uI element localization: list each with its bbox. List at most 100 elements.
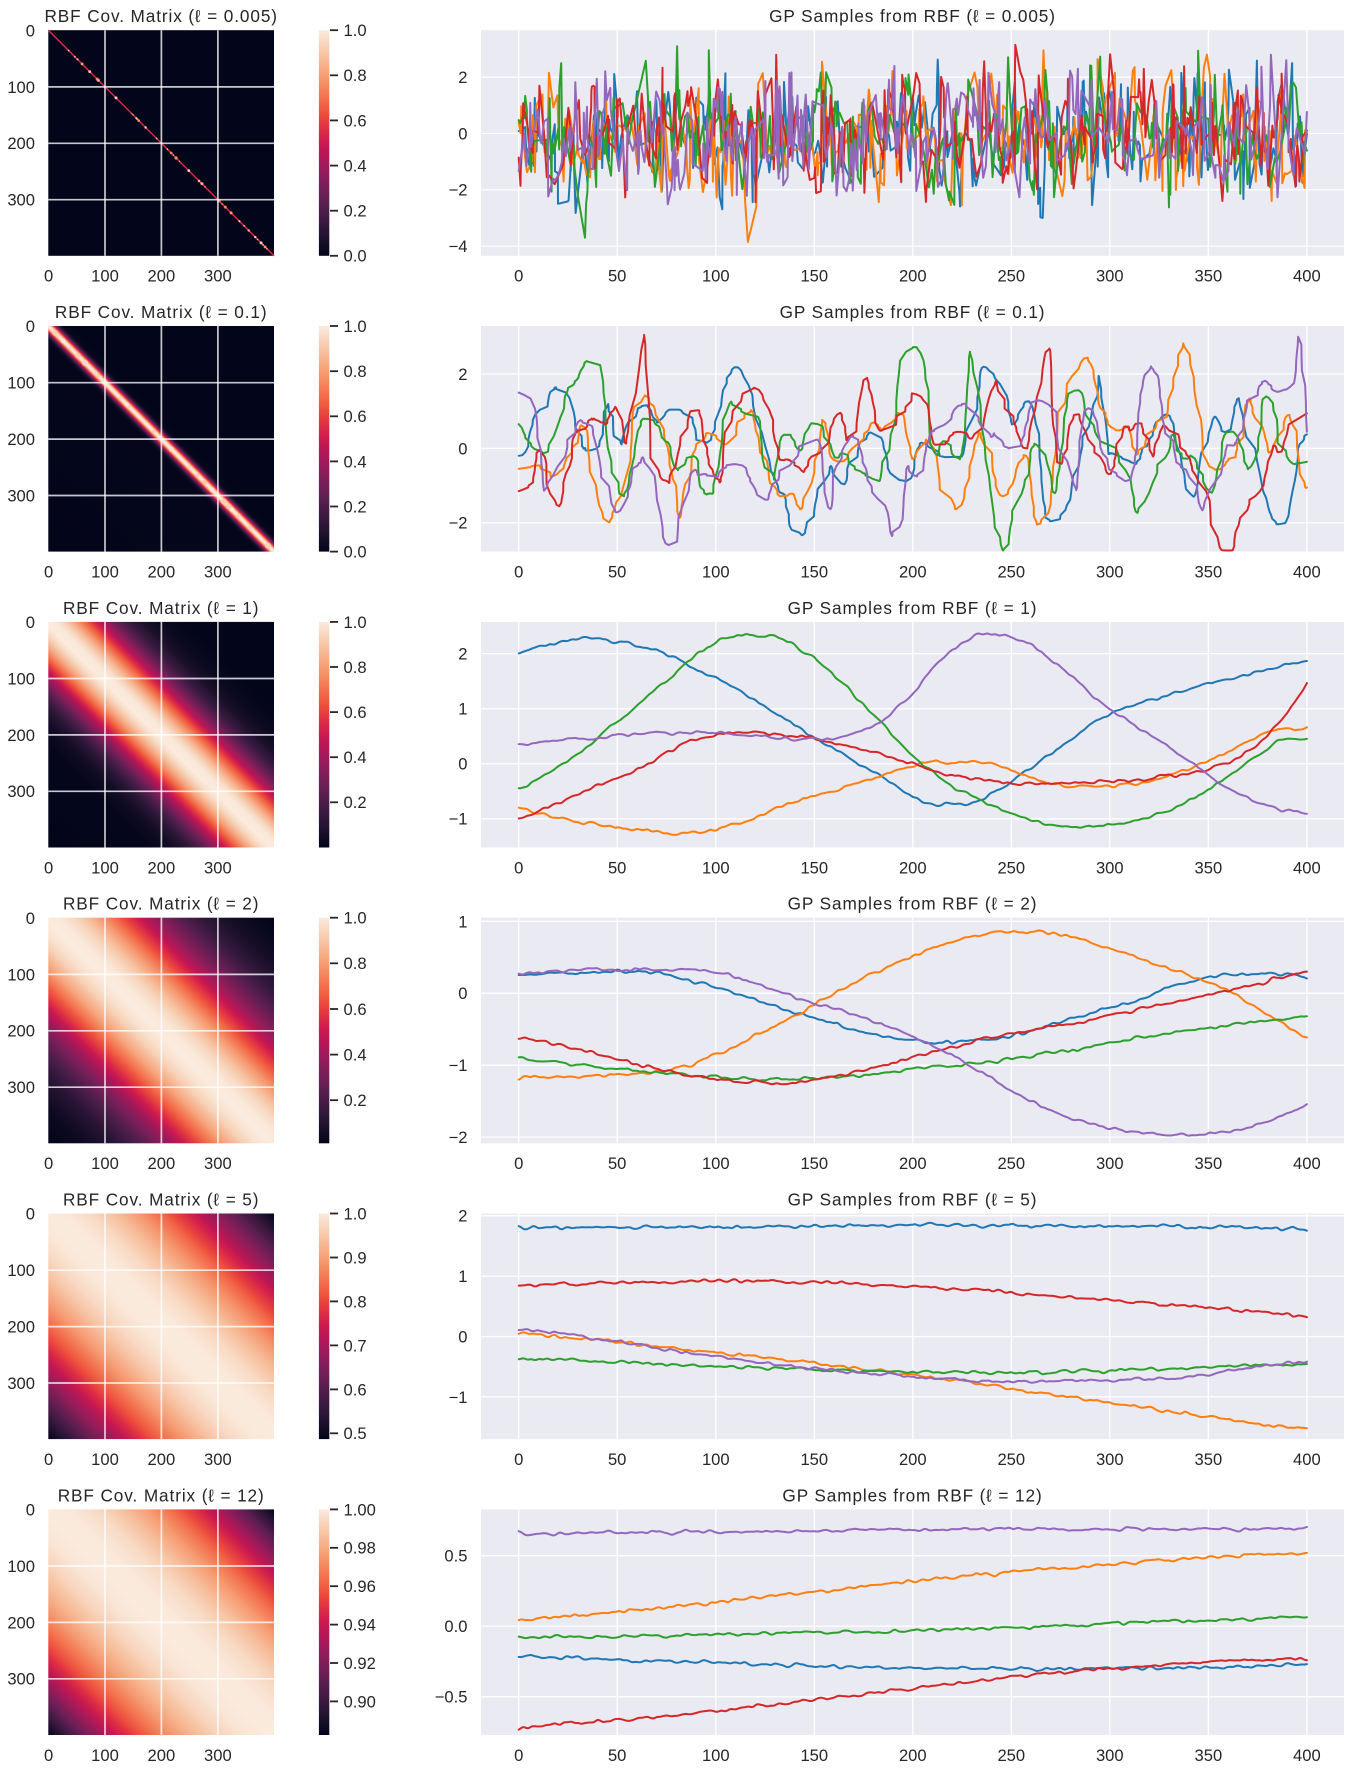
svg-text:250: 250 xyxy=(997,562,1025,581)
svg-text:−1: −1 xyxy=(449,1056,468,1075)
svg-text:300: 300 xyxy=(204,1450,232,1469)
svg-text:0.94: 0.94 xyxy=(344,1616,376,1635)
svg-text:1: 1 xyxy=(458,912,467,931)
svg-text:1: 1 xyxy=(458,1267,467,1286)
svg-text:2: 2 xyxy=(458,1207,467,1226)
svg-text:400: 400 xyxy=(1293,1746,1321,1765)
svg-text:−2: −2 xyxy=(449,514,468,533)
svg-text:0.6: 0.6 xyxy=(344,111,367,130)
svg-text:50: 50 xyxy=(608,562,626,581)
svg-text:150: 150 xyxy=(800,1746,828,1765)
svg-text:300: 300 xyxy=(1096,858,1124,877)
svg-text:0.6: 0.6 xyxy=(344,407,367,426)
svg-text:100: 100 xyxy=(7,78,35,97)
svg-text:350: 350 xyxy=(1195,1154,1223,1173)
svg-text:0: 0 xyxy=(458,984,467,1003)
svg-text:50: 50 xyxy=(608,1746,626,1765)
svg-text:0: 0 xyxy=(514,1450,523,1469)
svg-text:0.6: 0.6 xyxy=(344,1380,367,1399)
svg-text:0: 0 xyxy=(26,909,35,928)
svg-text:0.4: 0.4 xyxy=(344,157,367,176)
svg-text:0: 0 xyxy=(458,755,467,774)
svg-text:GP Samples from RBF (ℓ = 5): GP Samples from RBF (ℓ = 5) xyxy=(788,1190,1038,1210)
svg-text:100: 100 xyxy=(702,1746,730,1765)
svg-text:200: 200 xyxy=(148,1746,176,1765)
svg-text:GP Samples from RBF (ℓ = 12): GP Samples from RBF (ℓ = 12) xyxy=(782,1485,1042,1505)
svg-text:0: 0 xyxy=(26,1205,35,1224)
svg-text:0: 0 xyxy=(26,21,35,40)
svg-text:2: 2 xyxy=(458,645,467,664)
svg-text:150: 150 xyxy=(800,1154,828,1173)
svg-text:300: 300 xyxy=(7,1670,35,1689)
svg-text:1.0: 1.0 xyxy=(344,909,367,928)
svg-text:100: 100 xyxy=(91,1450,119,1469)
svg-text:0.8: 0.8 xyxy=(344,954,367,973)
svg-text:100: 100 xyxy=(702,1154,730,1173)
svg-text:RBF Cov. Matrix (ℓ = 0.1): RBF Cov. Matrix (ℓ = 0.1) xyxy=(55,302,268,322)
svg-text:0.0: 0.0 xyxy=(444,1617,467,1636)
svg-text:200: 200 xyxy=(148,1154,176,1173)
svg-text:GP Samples from RBF (ℓ = 2): GP Samples from RBF (ℓ = 2) xyxy=(788,894,1038,914)
svg-text:200: 200 xyxy=(7,1613,35,1632)
svg-text:300: 300 xyxy=(1096,1746,1124,1765)
svg-text:GP Samples from RBF (ℓ = 0.1): GP Samples from RBF (ℓ = 0.1) xyxy=(780,302,1046,322)
svg-text:0.6: 0.6 xyxy=(344,1000,367,1019)
svg-text:300: 300 xyxy=(204,562,232,581)
svg-text:0.96: 0.96 xyxy=(344,1577,376,1596)
svg-text:400: 400 xyxy=(1293,1154,1321,1173)
svg-text:100: 100 xyxy=(7,374,35,393)
svg-text:0: 0 xyxy=(514,267,523,286)
svg-text:200: 200 xyxy=(899,267,927,286)
svg-text:300: 300 xyxy=(7,782,35,801)
svg-text:0.4: 0.4 xyxy=(344,748,367,767)
svg-text:300: 300 xyxy=(7,486,35,505)
svg-text:150: 150 xyxy=(800,1450,828,1469)
svg-text:−4: −4 xyxy=(449,237,468,256)
svg-text:RBF Cov. Matrix (ℓ = 2): RBF Cov. Matrix (ℓ = 2) xyxy=(63,894,259,914)
svg-text:300: 300 xyxy=(204,267,232,286)
svg-text:200: 200 xyxy=(7,726,35,745)
svg-text:−2: −2 xyxy=(449,1128,468,1147)
svg-text:0: 0 xyxy=(44,562,53,581)
svg-text:300: 300 xyxy=(1096,267,1124,286)
svg-text:0.4: 0.4 xyxy=(344,452,367,471)
svg-text:0: 0 xyxy=(514,562,523,581)
svg-text:300: 300 xyxy=(204,1154,232,1173)
svg-text:GP Samples from RBF (ℓ = 1): GP Samples from RBF (ℓ = 1) xyxy=(788,598,1038,618)
svg-text:350: 350 xyxy=(1195,1450,1223,1469)
svg-text:0.5: 0.5 xyxy=(344,1424,367,1443)
svg-text:0.8: 0.8 xyxy=(344,658,367,677)
svg-text:200: 200 xyxy=(899,1450,927,1469)
svg-text:250: 250 xyxy=(997,267,1025,286)
svg-text:100: 100 xyxy=(702,858,730,877)
svg-text:100: 100 xyxy=(7,965,35,984)
svg-text:0.8: 0.8 xyxy=(344,66,367,85)
svg-text:250: 250 xyxy=(997,1154,1025,1173)
svg-text:200: 200 xyxy=(7,134,35,153)
svg-text:0.0: 0.0 xyxy=(344,543,367,562)
svg-text:150: 150 xyxy=(800,858,828,877)
svg-text:2: 2 xyxy=(458,68,467,87)
svg-text:50: 50 xyxy=(608,1450,626,1469)
svg-text:0.8: 0.8 xyxy=(344,1292,367,1311)
svg-text:350: 350 xyxy=(1195,858,1223,877)
svg-text:300: 300 xyxy=(1096,562,1124,581)
svg-text:150: 150 xyxy=(800,562,828,581)
svg-text:0.5: 0.5 xyxy=(444,1547,467,1566)
svg-text:300: 300 xyxy=(7,1374,35,1393)
svg-text:0.2: 0.2 xyxy=(344,1091,367,1110)
svg-text:400: 400 xyxy=(1293,1450,1321,1469)
svg-text:200: 200 xyxy=(899,562,927,581)
svg-text:200: 200 xyxy=(148,858,176,877)
svg-text:200: 200 xyxy=(148,562,176,581)
svg-text:0.98: 0.98 xyxy=(344,1539,376,1558)
svg-text:300: 300 xyxy=(1096,1450,1124,1469)
svg-text:RBF Cov. Matrix (ℓ = 12): RBF Cov. Matrix (ℓ = 12) xyxy=(58,1485,265,1505)
svg-text:50: 50 xyxy=(608,858,626,877)
svg-text:200: 200 xyxy=(899,1154,927,1173)
svg-text:0.6: 0.6 xyxy=(344,703,367,722)
svg-text:0: 0 xyxy=(44,1746,53,1765)
svg-text:RBF Cov. Matrix (ℓ = 0.005): RBF Cov. Matrix (ℓ = 0.005) xyxy=(44,6,277,26)
svg-text:200: 200 xyxy=(7,1022,35,1041)
svg-text:400: 400 xyxy=(1293,562,1321,581)
